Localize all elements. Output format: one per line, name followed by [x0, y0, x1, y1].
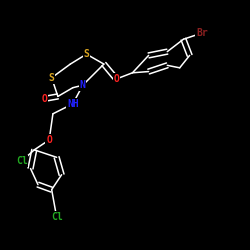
Text: Cl: Cl	[16, 156, 28, 166]
Text: S: S	[49, 73, 54, 83]
Text: Br: Br	[196, 28, 208, 38]
Text: O: O	[41, 94, 47, 104]
Text: S: S	[84, 49, 89, 59]
Text: Cl: Cl	[51, 212, 62, 222]
Text: O: O	[46, 135, 52, 145]
Text: NH: NH	[67, 99, 79, 109]
Text: N: N	[80, 80, 86, 90]
Text: O: O	[113, 74, 119, 84]
